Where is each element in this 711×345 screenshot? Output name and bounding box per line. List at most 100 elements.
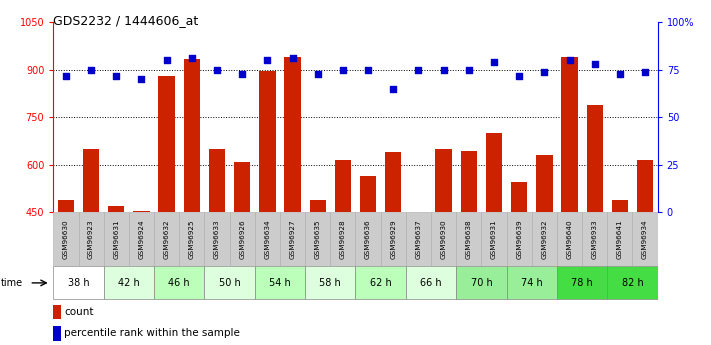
FancyBboxPatch shape [104, 266, 154, 299]
Text: GSM96633: GSM96633 [214, 219, 220, 259]
Point [463, 67, 474, 72]
FancyBboxPatch shape [154, 212, 179, 266]
Text: GSM96932: GSM96932 [541, 219, 547, 259]
Point [513, 73, 525, 78]
Point [237, 71, 248, 76]
Point [614, 71, 626, 76]
FancyBboxPatch shape [607, 266, 658, 299]
Text: count: count [64, 307, 94, 317]
Bar [360, 176, 376, 212]
FancyBboxPatch shape [154, 266, 205, 299]
Text: 74 h: 74 h [521, 278, 542, 288]
Bar [511, 182, 528, 212]
FancyBboxPatch shape [557, 266, 607, 299]
FancyBboxPatch shape [205, 212, 230, 266]
FancyBboxPatch shape [255, 212, 280, 266]
FancyBboxPatch shape [506, 266, 557, 299]
Text: GSM96934: GSM96934 [642, 219, 648, 259]
Point [539, 69, 550, 75]
Text: GSM96632: GSM96632 [164, 219, 170, 259]
Bar [183, 59, 200, 212]
FancyBboxPatch shape [506, 212, 532, 266]
Point [488, 59, 500, 65]
FancyBboxPatch shape [633, 212, 658, 266]
FancyBboxPatch shape [305, 212, 331, 266]
Text: GSM96933: GSM96933 [592, 219, 598, 259]
FancyBboxPatch shape [456, 266, 506, 299]
Bar [53, 326, 61, 341]
Point [438, 67, 449, 72]
Text: GSM96637: GSM96637 [415, 219, 422, 259]
FancyBboxPatch shape [280, 212, 305, 266]
Text: GSM96631: GSM96631 [113, 219, 119, 259]
FancyBboxPatch shape [104, 212, 129, 266]
FancyBboxPatch shape [532, 212, 557, 266]
Point [387, 86, 399, 91]
Text: GSM96929: GSM96929 [390, 219, 396, 259]
Text: 78 h: 78 h [571, 278, 593, 288]
Bar [486, 133, 502, 212]
Bar [209, 149, 225, 212]
Point [363, 67, 374, 72]
Bar [385, 152, 402, 212]
FancyBboxPatch shape [179, 212, 205, 266]
Bar [562, 57, 578, 212]
FancyBboxPatch shape [129, 212, 154, 266]
Point [287, 56, 298, 61]
Text: GSM96928: GSM96928 [340, 219, 346, 259]
Text: 38 h: 38 h [68, 278, 90, 288]
FancyBboxPatch shape [406, 212, 431, 266]
Bar [58, 199, 74, 212]
Text: GSM96923: GSM96923 [88, 219, 94, 259]
Point [262, 58, 273, 63]
Point [413, 67, 424, 72]
Bar [53, 305, 61, 319]
Bar [536, 155, 552, 212]
Text: GSM96926: GSM96926 [239, 219, 245, 259]
FancyBboxPatch shape [582, 212, 607, 266]
Point [564, 58, 575, 63]
Point [337, 67, 348, 72]
Text: GSM96639: GSM96639 [516, 219, 522, 259]
Text: GSM96634: GSM96634 [264, 219, 270, 259]
Text: 54 h: 54 h [269, 278, 291, 288]
FancyBboxPatch shape [53, 266, 104, 299]
FancyBboxPatch shape [406, 266, 456, 299]
Text: 62 h: 62 h [370, 278, 392, 288]
Point [85, 67, 97, 72]
FancyBboxPatch shape [305, 266, 356, 299]
Point [312, 71, 324, 76]
FancyBboxPatch shape [230, 212, 255, 266]
Text: percentile rank within the sample: percentile rank within the sample [64, 328, 240, 338]
Text: 58 h: 58 h [319, 278, 341, 288]
Text: 42 h: 42 h [118, 278, 140, 288]
FancyBboxPatch shape [331, 212, 356, 266]
FancyBboxPatch shape [53, 212, 78, 266]
Bar [284, 57, 301, 212]
Point [589, 61, 600, 67]
Bar [309, 199, 326, 212]
Text: GSM96930: GSM96930 [441, 219, 447, 259]
Point [60, 73, 72, 78]
Text: 70 h: 70 h [471, 278, 492, 288]
Bar [83, 149, 100, 212]
Bar [637, 160, 653, 212]
Text: GSM96630: GSM96630 [63, 219, 69, 259]
Point [211, 67, 223, 72]
Text: GSM96925: GSM96925 [189, 219, 195, 259]
Text: 46 h: 46 h [169, 278, 190, 288]
Point [186, 56, 198, 61]
Bar [461, 150, 477, 212]
Point [136, 77, 147, 82]
FancyBboxPatch shape [380, 212, 406, 266]
Bar [159, 76, 175, 212]
Text: 50 h: 50 h [219, 278, 240, 288]
Bar [234, 161, 250, 212]
Text: 66 h: 66 h [420, 278, 442, 288]
Point [111, 73, 122, 78]
Point [161, 58, 172, 63]
Text: GSM96635: GSM96635 [315, 219, 321, 259]
FancyBboxPatch shape [78, 212, 104, 266]
Bar [260, 71, 276, 212]
Bar [611, 199, 628, 212]
